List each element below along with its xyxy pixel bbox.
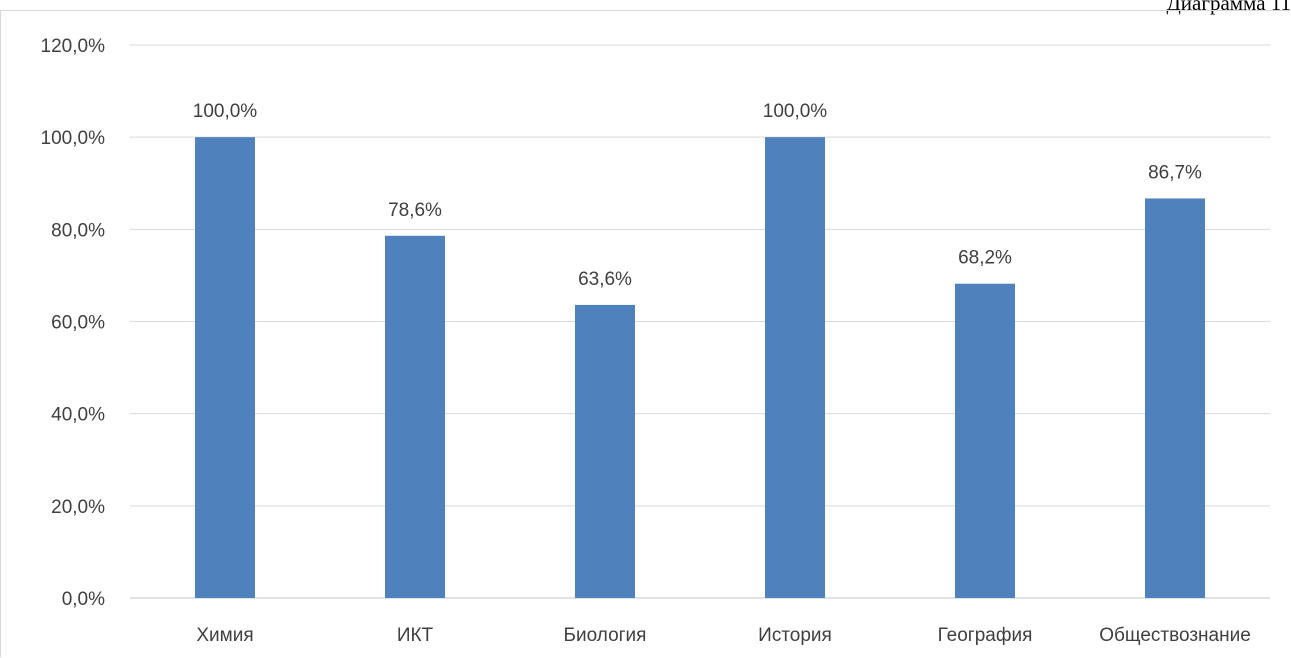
data-label: 100,0% <box>763 101 828 122</box>
bar <box>575 304 635 598</box>
chart-caption: Диаграмма 11 <box>1166 0 1291 15</box>
bar <box>765 137 825 598</box>
y-tick-label: 100,0% <box>41 128 106 149</box>
y-axis-ticks: 0,0% 20,0% 40,0% 60,0% 80,0% 100,0% 120,0% <box>41 36 106 610</box>
gridlines <box>130 44 1270 599</box>
bar <box>955 283 1015 598</box>
y-tick-label: 20,0% <box>51 497 105 518</box>
data-label: 78,6% <box>388 200 442 221</box>
y-tick-label: 0,0% <box>62 589 105 610</box>
y-tick-label: 80,0% <box>51 220 105 241</box>
data-label: 68,2% <box>958 248 1012 269</box>
bar <box>1145 198 1205 598</box>
category-label: Химия <box>196 625 253 646</box>
data-labels: 100,0% 78,6% 63,6% 100,0% 68,2% 86,7% <box>193 101 1202 290</box>
data-label: 63,6% <box>578 269 632 290</box>
bars <box>195 137 1205 598</box>
x-axis-categories: Химия ИКТ Биология История География Общество… <box>196 625 1250 646</box>
bar <box>385 235 445 598</box>
category-label: Обществознание <box>1099 625 1251 646</box>
category-label: История <box>758 625 832 646</box>
chart-frame <box>0 10 1290 657</box>
category-label: География <box>938 625 1033 646</box>
data-label: 86,7% <box>1148 162 1202 183</box>
category-label: Биология <box>564 625 647 646</box>
y-tick-label: 40,0% <box>51 405 105 426</box>
y-tick-label: 120,0% <box>41 36 106 57</box>
category-label: ИКТ <box>397 625 434 646</box>
y-tick-label: 60,0% <box>51 313 105 334</box>
bar <box>195 137 255 598</box>
data-label: 100,0% <box>193 101 258 122</box>
